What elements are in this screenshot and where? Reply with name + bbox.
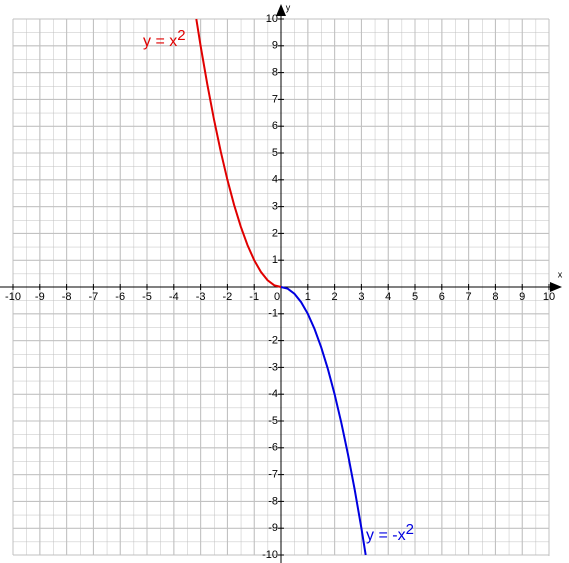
x-tick-label: -10 xyxy=(5,291,21,303)
x-tick-label: -9 xyxy=(35,291,45,303)
x-tick-label: -3 xyxy=(196,291,206,303)
y-tick-label: 1 xyxy=(272,254,278,266)
x-tick-label: -4 xyxy=(169,291,179,303)
x-tick-label: 4 xyxy=(385,291,391,303)
y-tick-label: 9 xyxy=(272,40,278,52)
y-tick-label: -6 xyxy=(268,442,278,454)
y-tick-label: -2 xyxy=(268,335,278,347)
y-tick-label: 4 xyxy=(272,174,278,186)
curve-label-text: y = -x xyxy=(366,527,406,544)
y-tick-label: -8 xyxy=(268,495,278,507)
y-tick-label: 10 xyxy=(266,13,278,25)
x-tick-label: -2 xyxy=(223,291,233,303)
x-tick-label: 9 xyxy=(519,291,525,303)
y-tick-label: -4 xyxy=(268,388,278,400)
x-axis-label: x xyxy=(558,269,563,279)
y-axis-label: y xyxy=(286,2,291,12)
y-tick-label: 8 xyxy=(272,67,278,79)
x-tick-label: 7 xyxy=(466,291,472,303)
y-tick-label: 3 xyxy=(272,201,278,213)
x-tick-label: 6 xyxy=(439,291,445,303)
x-tick-label: -8 xyxy=(62,291,72,303)
y-tick-label: -3 xyxy=(268,361,278,373)
x-axis-arrow xyxy=(550,282,562,292)
curve-label-sup: 2 xyxy=(177,27,185,44)
y-tick-label: -9 xyxy=(268,522,278,534)
curve-label-sup: 2 xyxy=(406,521,414,538)
y-tick-label: -1 xyxy=(268,308,278,320)
x-tick-label: 1 xyxy=(305,291,311,303)
y-tick-label: 5 xyxy=(272,147,278,159)
curve-label-text: y = x xyxy=(143,33,177,50)
y-tick-label: 7 xyxy=(272,93,278,105)
curve-label: y = -x2 xyxy=(366,521,414,544)
x-tick-label: -7 xyxy=(89,291,99,303)
x-tick-label: -5 xyxy=(142,291,152,303)
curve xyxy=(195,18,282,288)
curve-label: y = x2 xyxy=(143,27,186,50)
x-tick-label: -6 xyxy=(115,291,125,303)
y-tick-label: -5 xyxy=(268,415,278,427)
x-tick-label: 2 xyxy=(332,291,338,303)
x-tick-label: 10 xyxy=(543,291,555,303)
x-tick-label: 5 xyxy=(412,291,418,303)
x-tick-label: 8 xyxy=(492,291,498,303)
y-tick-label: 2 xyxy=(272,227,278,239)
x-tick-label: -1 xyxy=(249,291,259,303)
y-tick-label: -10 xyxy=(262,549,278,561)
y-tick-label: 6 xyxy=(272,120,278,132)
y-tick-label: -7 xyxy=(268,469,278,481)
curve xyxy=(280,286,367,556)
y-axis-arrow xyxy=(276,4,286,16)
x-tick-label: 0 xyxy=(274,291,280,303)
x-tick-label: 3 xyxy=(358,291,364,303)
